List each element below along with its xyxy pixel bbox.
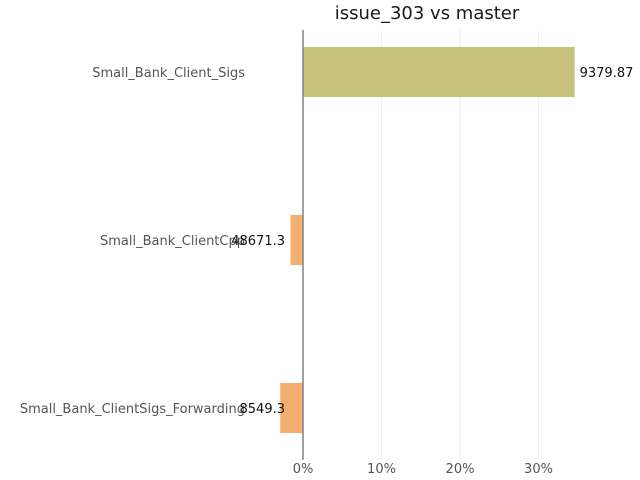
grid-lines bbox=[381, 30, 539, 460]
bar bbox=[290, 215, 303, 265]
bar bbox=[280, 383, 303, 433]
chart-title: issue_303 vs master bbox=[335, 3, 520, 24]
value-labels: 9379.87 48671.3 8549.3 bbox=[231, 66, 633, 417]
bar bbox=[303, 47, 575, 97]
x-tick-label: 20% bbox=[446, 462, 475, 477]
bars bbox=[280, 47, 575, 433]
category-labels: Small_Bank_Client_Sigs Small_Bank_ClientC… bbox=[20, 66, 245, 417]
category-label: Small_Bank_Client_Sigs bbox=[92, 66, 245, 81]
value-label: 48671.3 bbox=[231, 234, 285, 249]
x-tick-labels: 0% 10% 20% 30% bbox=[293, 462, 553, 477]
value-label: 8549.3 bbox=[240, 402, 286, 417]
x-tick-label: 30% bbox=[524, 462, 553, 477]
value-label: 9379.87 bbox=[580, 66, 634, 81]
category-label: Small_Bank_ClientCpp bbox=[100, 234, 245, 249]
category-label: Small_Bank_ClientSigs_Forwarding bbox=[20, 402, 245, 417]
x-tick-label: 10% bbox=[367, 462, 396, 477]
x-tick-label: 0% bbox=[293, 462, 314, 477]
